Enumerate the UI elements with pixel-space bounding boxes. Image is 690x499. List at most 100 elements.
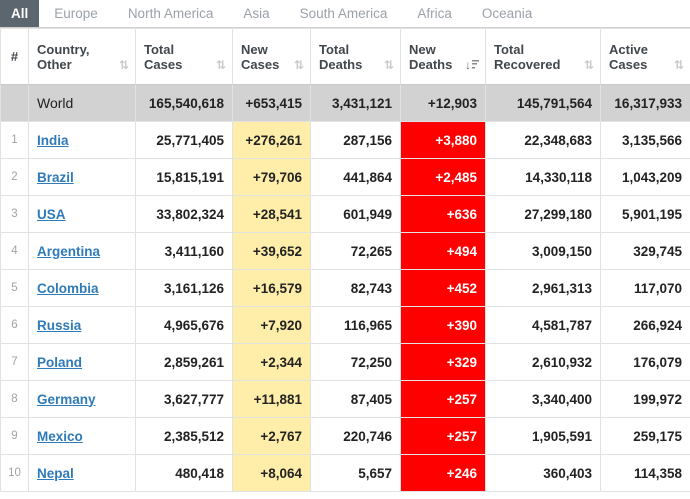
country-cell: Germany	[28, 380, 136, 418]
table-row: 10 Nepal 480,418 +8,064 5,657 +246 360,403 114,…	[0, 454, 690, 492]
new-cases-cell: +653,415	[232, 84, 311, 122]
column-header-total_cases[interactable]: Total Cases ⇅	[135, 28, 233, 85]
total-recovered-cell: 1,905,591	[485, 417, 601, 455]
total-cases-cell: 3,161,126	[135, 269, 233, 307]
new-deaths-cell: +329	[400, 343, 486, 381]
column-header-new_cases[interactable]: New Cases ⇅	[232, 28, 311, 85]
total-deaths-cell: 5,657	[310, 454, 401, 492]
active-cases-cell: 176,079	[600, 343, 690, 381]
world-row: World 165,540,618 +653,415 3,431,121 +12,903…	[0, 84, 690, 122]
total-recovered-cell: 145,791,564	[485, 84, 601, 122]
sort-both-icon: ⇅	[293, 57, 304, 72]
country-cell: Brazil	[28, 158, 136, 196]
new-deaths-cell: +257	[400, 417, 486, 455]
country-link[interactable]: Colombia	[37, 280, 99, 296]
column-header-total_deaths[interactable]: Total Deaths ⇅	[310, 28, 401, 85]
tab-oceania[interactable]: Oceania	[481, 6, 533, 21]
sort-both-icon: ⇅	[673, 57, 684, 72]
total-cases-cell: 165,540,618	[135, 84, 233, 122]
new-deaths-cell: +12,903	[400, 84, 486, 122]
new-cases-cell: +7,920	[232, 306, 311, 344]
table-row: 9 Mexico 2,385,512 +2,767 220,746 +257 1,905,5…	[0, 417, 690, 455]
rank-cell: 8	[0, 380, 29, 418]
country-link[interactable]: USA	[37, 206, 66, 222]
country-link[interactable]: India	[37, 132, 69, 148]
country-cell: World	[28, 84, 136, 122]
rank-cell: 10	[0, 454, 29, 492]
new-cases-cell: +28,541	[232, 195, 311, 233]
new-deaths-cell: +636	[400, 195, 486, 233]
active-cases-cell: 266,924	[600, 306, 690, 344]
sort-desc-icon: ↓	[465, 59, 479, 72]
country-link[interactable]: Argentina	[37, 243, 101, 259]
new-cases-cell: +8,064	[232, 454, 311, 492]
column-header-active_cases[interactable]: Active Cases ⇅	[600, 28, 690, 85]
new-deaths-cell: +494	[400, 232, 486, 270]
tab-north-america[interactable]: North America	[127, 6, 214, 21]
active-cases-cell: 199,972	[600, 380, 690, 418]
rank-cell: 6	[0, 306, 29, 344]
rank-cell: 3	[0, 195, 29, 233]
table-row: 2 Brazil 15,815,191 +79,706 441,864 +2,485 14,…	[0, 158, 690, 196]
active-cases-cell: 114,358	[600, 454, 690, 492]
country-link[interactable]: Nepal	[37, 465, 74, 481]
new-deaths-cell: +246	[400, 454, 486, 492]
active-cases-cell: 117,070	[600, 269, 690, 307]
country-link[interactable]: Russia	[37, 317, 82, 333]
table-row: 7 Poland 2,859,261 +2,344 72,250 +329 2,610,93…	[0, 343, 690, 381]
total-deaths-cell: 601,949	[310, 195, 401, 233]
total-deaths-cell: 72,265	[310, 232, 401, 270]
active-cases-cell: 3,135,566	[600, 121, 690, 159]
total-cases-cell: 2,385,512	[135, 417, 233, 455]
total-cases-cell: 3,627,777	[135, 380, 233, 418]
column-label: Total Cases	[144, 41, 183, 72]
column-header-new_deaths[interactable]: New Deaths ↓	[400, 28, 486, 85]
new-cases-cell: +39,652	[232, 232, 311, 270]
column-header-total_recovered[interactable]: Total Recovered ⇅	[485, 28, 601, 85]
country-cell: Mexico	[28, 417, 136, 455]
total-recovered-cell: 22,348,683	[485, 121, 601, 159]
active-cases-cell: 259,175	[600, 417, 690, 455]
total-recovered-cell: 3,340,400	[485, 380, 601, 418]
continent-tabbar: All Europe North America Asia South America A…	[0, 0, 690, 28]
total-cases-cell: 33,802,324	[135, 195, 233, 233]
sort-both-icon: ⇅	[583, 57, 594, 72]
sort-both-icon: ⇅	[383, 57, 394, 72]
tab-africa[interactable]: Africa	[417, 6, 452, 21]
country-cell: Nepal	[28, 454, 136, 492]
table-row: 6 Russia 4,965,676 +7,920 116,965 +390 4,581,7…	[0, 306, 690, 344]
column-label: #	[10, 49, 19, 64]
tab-south-america[interactable]: South America	[299, 6, 388, 21]
new-deaths-cell: +452	[400, 269, 486, 307]
total-deaths-cell: 87,405	[310, 380, 401, 418]
table-row: 3 USA 33,802,324 +28,541 601,949 +636 27,299,1…	[0, 195, 690, 233]
country-link[interactable]: Brazil	[37, 169, 74, 185]
total-recovered-cell: 2,961,313	[485, 269, 601, 307]
country-link[interactable]: Germany	[37, 391, 96, 407]
active-cases-cell: 5,901,195	[600, 195, 690, 233]
rank-cell: 1	[0, 121, 29, 159]
column-label: Total Recovered	[494, 41, 561, 72]
active-cases-cell: 1,043,209	[600, 158, 690, 196]
tab-asia[interactable]: Asia	[243, 6, 270, 21]
total-deaths-cell: 72,250	[310, 343, 401, 381]
tab-all[interactable]: All	[0, 0, 40, 27]
column-label: New Deaths	[409, 41, 453, 72]
column-header-country[interactable]: Country, Other ⇅	[28, 28, 136, 85]
covid-table: # Country, Other ⇅ Total Cases ⇅ New Cases ⇅ To…	[0, 28, 690, 492]
country-cell: Russia	[28, 306, 136, 344]
new-cases-cell: +2,344	[232, 343, 311, 381]
country-link[interactable]: Poland	[37, 354, 83, 370]
column-label: Country, Other	[37, 41, 90, 72]
sort-both-icon: ⇅	[215, 57, 226, 72]
tab-europe[interactable]: Europe	[54, 6, 98, 21]
country-cell: Poland	[28, 343, 136, 381]
total-recovered-cell: 27,299,180	[485, 195, 601, 233]
table-row: 1 India 25,771,405 +276,261 287,156 +3,880 22,…	[0, 121, 690, 159]
total-deaths-cell: 287,156	[310, 121, 401, 159]
country-cell: Argentina	[28, 232, 136, 270]
total-deaths-cell: 82,743	[310, 269, 401, 307]
new-cases-cell: +11,881	[232, 380, 311, 418]
country-link[interactable]: Mexico	[37, 428, 83, 444]
table-row: 5 Colombia 3,161,126 +16,579 82,743 +452 2,961…	[0, 269, 690, 307]
